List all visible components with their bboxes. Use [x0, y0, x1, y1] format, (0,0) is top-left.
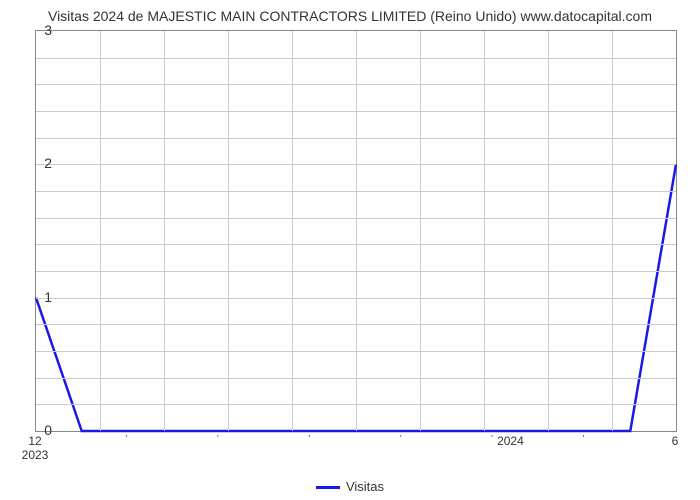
gridline-v	[612, 31, 613, 431]
xtick-minor: '	[125, 434, 127, 445]
legend-label: Visitas	[346, 479, 384, 494]
ytick-label: 3	[32, 22, 52, 38]
xtick-minor: '	[583, 434, 585, 445]
chart-title: Visitas 2024 de MAJESTIC MAIN CONTRACTOR…	[0, 8, 700, 24]
xtick-minor: '	[491, 434, 493, 445]
xtick-year: 2024	[497, 434, 524, 448]
chart-container: Visitas 2024 de MAJESTIC MAIN CONTRACTOR…	[0, 0, 700, 500]
xtick-minor: '	[308, 434, 310, 445]
ytick-label: 2	[32, 155, 52, 171]
xtick-label: 12	[28, 434, 41, 448]
gridline-v	[228, 31, 229, 431]
xtick-label: 6	[672, 434, 679, 448]
xtick-year: 2023	[22, 448, 49, 462]
gridline-v	[356, 31, 357, 431]
gridline-v	[420, 31, 421, 431]
legend-swatch	[316, 486, 340, 489]
ytick-label: 1	[32, 289, 52, 305]
gridline-v	[100, 31, 101, 431]
gridline-v	[164, 31, 165, 431]
plot-area	[35, 30, 677, 432]
gridline-v	[292, 31, 293, 431]
legend: Visitas	[0, 479, 700, 494]
gridline-v	[484, 31, 485, 431]
xtick-minor: '	[400, 434, 402, 445]
gridline-v	[548, 31, 549, 431]
xtick-minor: '	[217, 434, 219, 445]
